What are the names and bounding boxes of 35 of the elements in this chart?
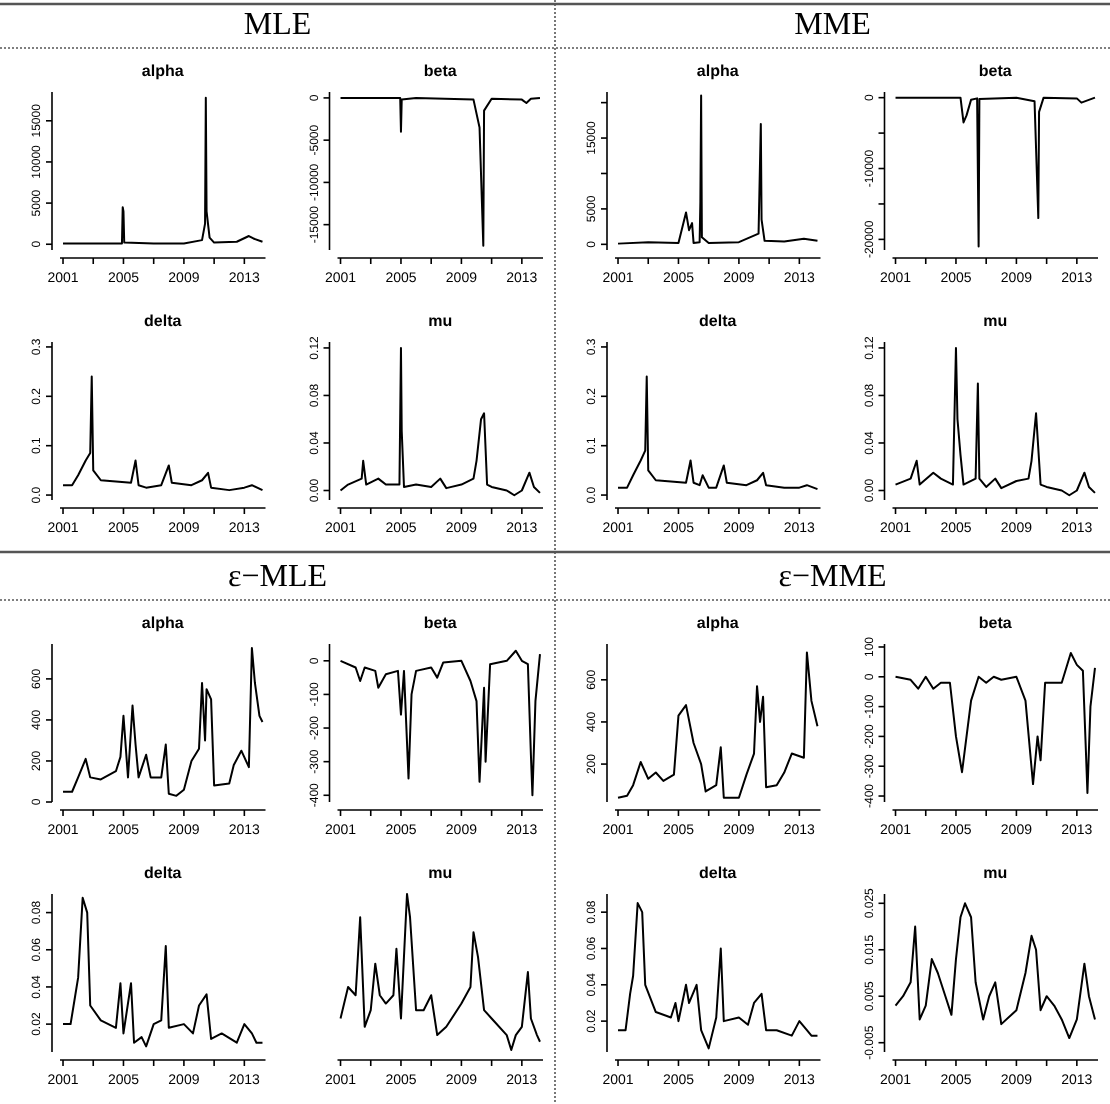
chart-title: beta bbox=[978, 614, 1013, 632]
line-series bbox=[62, 375, 264, 492]
text: MLE bbox=[243, 8, 312, 42]
line-series bbox=[62, 96, 264, 245]
line-series bbox=[894, 96, 1096, 248]
line-series bbox=[339, 649, 541, 797]
line-series bbox=[617, 375, 819, 491]
chart-title: beta bbox=[978, 62, 1013, 80]
chart-title: alpha bbox=[696, 62, 740, 80]
line-series bbox=[339, 96, 541, 247]
chart-title: delta bbox=[699, 864, 738, 882]
chart-title: alpha bbox=[141, 62, 185, 80]
chart-title: delta bbox=[144, 864, 183, 882]
chart-title: mu bbox=[983, 312, 1008, 330]
chart-title: mu bbox=[983, 864, 1008, 882]
line-series bbox=[617, 651, 819, 799]
line-series bbox=[894, 902, 1096, 1040]
chart-title: mu bbox=[428, 864, 453, 882]
chart-title: beta bbox=[423, 62, 458, 80]
text: MME bbox=[794, 8, 871, 42]
chart-title: alpha bbox=[696, 614, 740, 632]
line-series bbox=[894, 346, 1096, 497]
line-series bbox=[617, 94, 819, 245]
chart-title: beta bbox=[423, 614, 458, 632]
line-series bbox=[62, 896, 264, 1048]
line-series bbox=[894, 651, 1096, 795]
line-series bbox=[617, 902, 819, 1050]
chart-title: alpha bbox=[141, 614, 185, 632]
chart-title: delta bbox=[144, 312, 183, 330]
text: ε−MLE bbox=[227, 560, 328, 594]
text: ε−MME bbox=[778, 560, 887, 594]
line-series bbox=[62, 647, 264, 797]
chart-title: delta bbox=[699, 312, 738, 330]
chart-title: mu bbox=[428, 312, 453, 330]
line-series bbox=[339, 346, 541, 497]
